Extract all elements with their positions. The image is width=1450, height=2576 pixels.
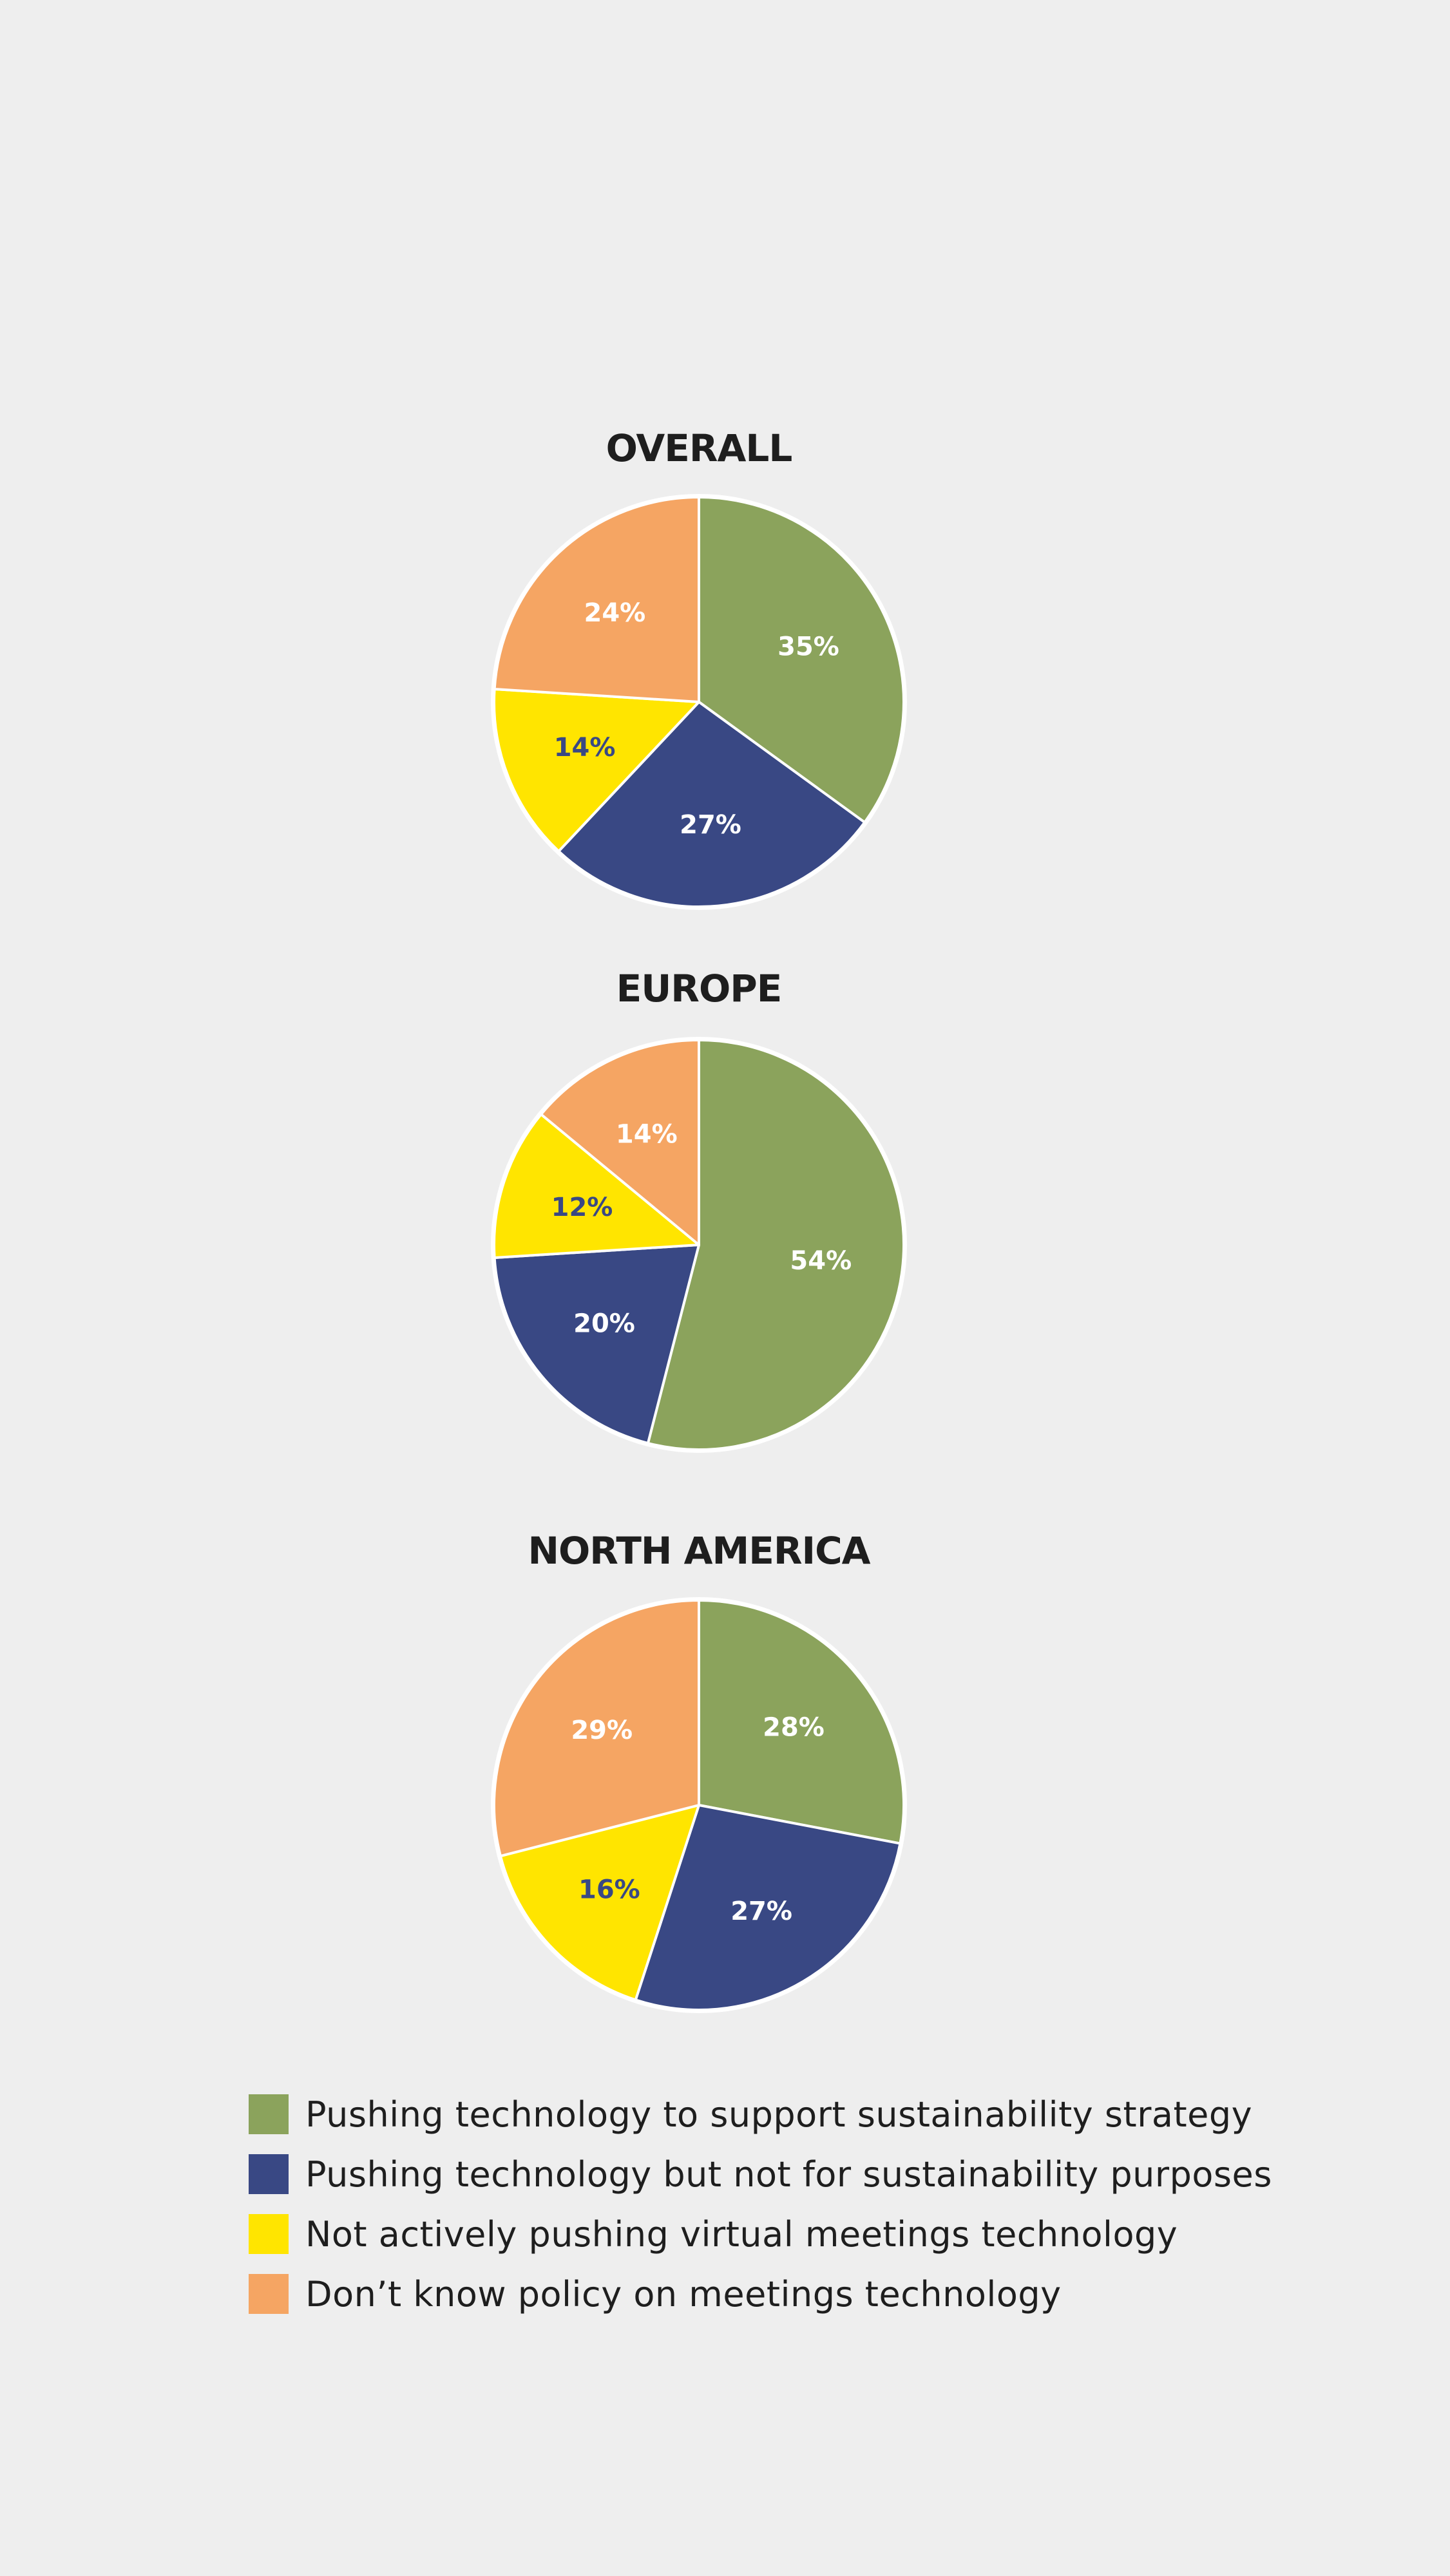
pie-slice — [698, 1599, 906, 1845]
slice-label: 27% — [730, 1897, 792, 1926]
legend-swatch — [249, 2214, 289, 2254]
slice-label: 14% — [554, 733, 616, 762]
slice-label: 28% — [763, 1712, 825, 1742]
chart-title: EUROPE — [616, 967, 782, 1010]
chart-title: OVERALL — [606, 426, 792, 470]
slice-label: 16% — [578, 1875, 640, 1905]
pie-slice — [493, 1113, 700, 1259]
pie-slice — [539, 1039, 700, 1246]
legend-item: Not actively pushing virtual meetings te… — [249, 2213, 1408, 2255]
pie-slice — [493, 1599, 700, 1858]
legend: Pushing technology to support sustainabi… — [249, 2094, 1408, 2334]
slice-label: 29% — [571, 1716, 633, 1745]
slice-label: 54% — [790, 1246, 852, 1276]
slice-label: 14% — [616, 1119, 678, 1149]
slice-label: 24% — [584, 598, 646, 628]
slice-label: 27% — [680, 810, 741, 840]
legend-label: Pushing technology to support sustainabi… — [305, 2094, 1253, 2135]
legend-swatch — [249, 2154, 289, 2194]
pie-chart: EUROPE 54% 20% 12% 14% — [491, 967, 907, 1453]
legend-swatch — [249, 2274, 289, 2314]
slice-label: 12% — [551, 1193, 613, 1222]
legend-label: Don’t know policy on meetings technology — [305, 2273, 1062, 2315]
pie-slice — [646, 1039, 905, 1451]
slice-label: 20% — [573, 1309, 635, 1339]
pie-slice — [499, 1804, 700, 2002]
pie-chart: NORTH AMERICA 28% 27% 16% 29% — [491, 1529, 907, 2013]
legend-label: Not actively pushing virtual meetings te… — [305, 2213, 1178, 2255]
pie-slice — [557, 701, 866, 908]
legend-swatch — [249, 2094, 289, 2134]
legend-label: Pushing technology but not for sustainab… — [305, 2154, 1272, 2195]
legend-item: Pushing technology but not for sustainab… — [249, 2154, 1408, 2195]
legend-item: Don’t know policy on meetings technology — [249, 2273, 1408, 2315]
chart-title: NORTH AMERICA — [528, 1529, 870, 1573]
legend-item: Pushing technology to support sustainabi… — [249, 2094, 1408, 2135]
pie-slice — [493, 1244, 700, 1445]
pie-slice — [634, 1804, 902, 2011]
pie-chart: OVERALL 35% 27% 14% 24% — [491, 426, 907, 910]
pie-charts: OVERALL 35% 27% 14% 24% EUROPE 54% 20% 12% 14% NOR… — [491, 426, 907, 2013]
slice-label: 35% — [777, 632, 839, 661]
pie-slice — [698, 496, 905, 824]
pie-slice — [493, 496, 700, 703]
pie-slice — [493, 688, 700, 853]
